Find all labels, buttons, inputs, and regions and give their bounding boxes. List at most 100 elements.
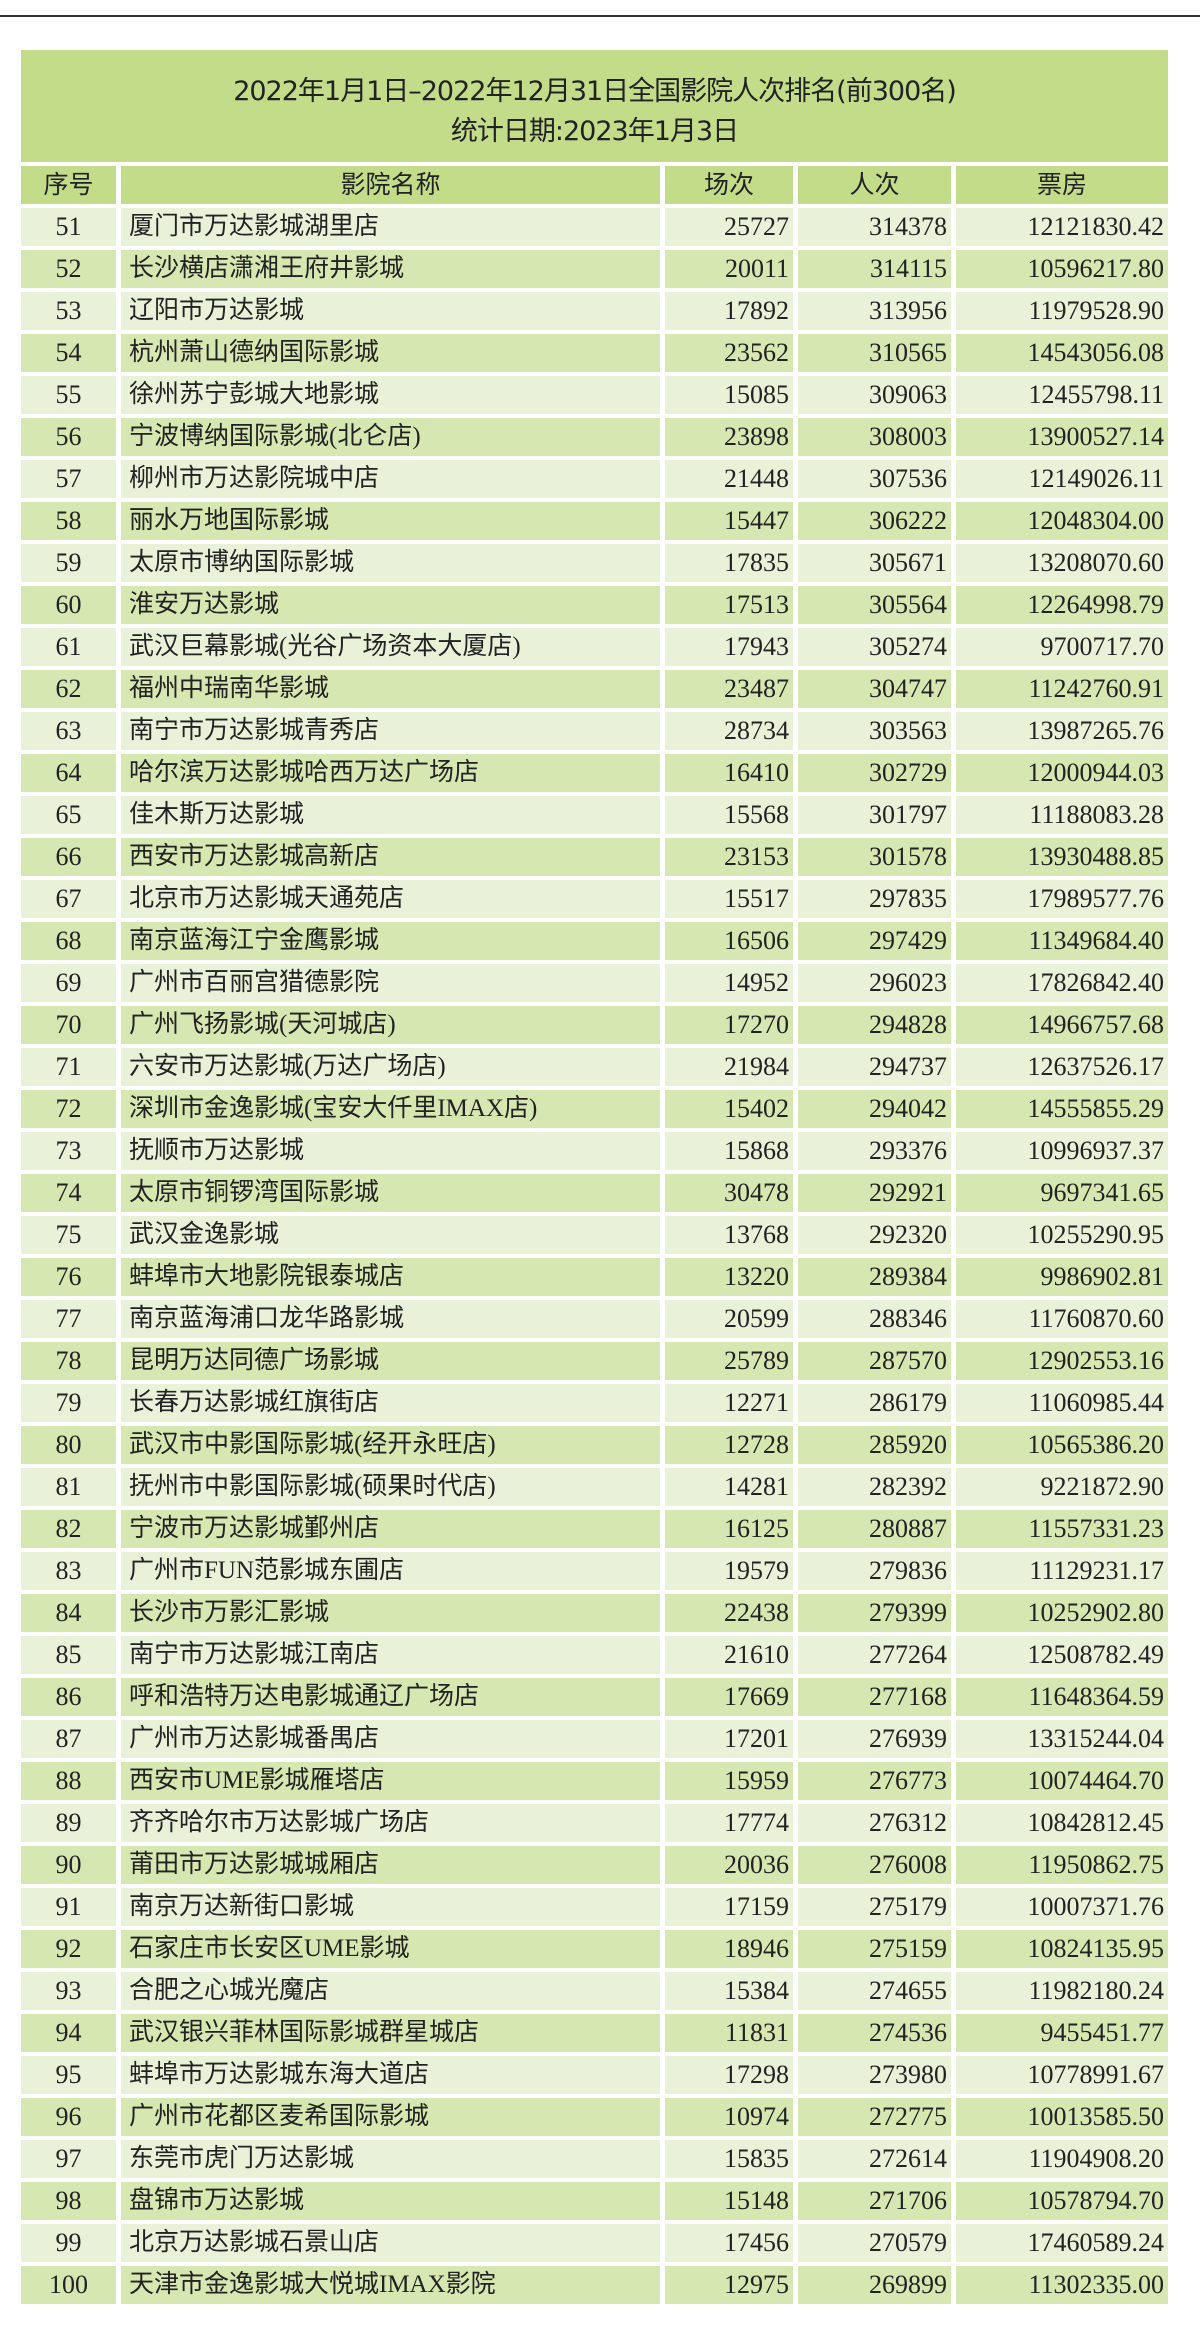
cell-box-office: 12508782.49: [956, 1636, 1168, 1674]
cell-screenings: 15085: [665, 376, 793, 414]
cell-cinema-name: 昆明万达同德广场影城: [121, 1342, 660, 1380]
cell-screenings: 21610: [665, 1636, 793, 1674]
table-subtitle: 统计日期:2023年1月3日: [450, 116, 739, 147]
cell-admissions: 292921: [798, 1174, 951, 1212]
cell-screenings: 21984: [665, 1048, 793, 1086]
cell-box-office: 14555855.29: [956, 1090, 1168, 1128]
cell-cinema-name: 哈尔滨万达影城哈西万达广场店: [121, 754, 660, 792]
cell-admissions: 314378: [798, 208, 951, 246]
cell-box-office: 10596217.80: [956, 250, 1168, 288]
cell-cinema-name: 丽水万地国际影城: [121, 502, 660, 540]
cell-cinema-name: 徐州苏宁彭城大地影城: [121, 376, 660, 414]
cell-box-office: 11557331.23: [956, 1510, 1168, 1548]
cell-rank: 79: [21, 1384, 116, 1422]
cell-box-office: 10996937.37: [956, 1132, 1168, 1170]
cell-cinema-name: 武汉金逸影城: [121, 1216, 660, 1254]
cell-screenings: 16410: [665, 754, 793, 792]
cell-cinema-name: 柳州市万达影院城中店: [121, 460, 660, 498]
cell-box-office: 14543056.08: [956, 334, 1168, 372]
cell-screenings: 12728: [665, 1426, 793, 1464]
cell-rank: 65: [21, 796, 116, 834]
cell-rank: 70: [21, 1006, 116, 1044]
table-row: 56 宁波博纳国际影城(北仑店) 23898 308003 13900527.14: [21, 418, 1168, 456]
cell-cinema-name: 东莞市虎门万达影城: [121, 2140, 660, 2178]
cell-admissions: 294737: [798, 1048, 951, 1086]
cell-box-office: 9697341.65: [956, 1174, 1168, 1212]
cell-rank: 92: [21, 1930, 116, 1968]
table-row: 98 盘锦市万达影城 15148 271706 10578794.70: [21, 2182, 1168, 2220]
cell-box-office: 13930488.85: [956, 838, 1168, 876]
cell-admissions: 297429: [798, 922, 951, 960]
cell-rank: 100: [21, 2266, 116, 2304]
cell-box-office: 11950862.75: [956, 1846, 1168, 1884]
cell-cinema-name: 南京万达新街口影城: [121, 1888, 660, 1926]
table-row: 58 丽水万地国际影城 15447 306222 12048304.00: [21, 502, 1168, 540]
cell-admissions: 314115: [798, 250, 951, 288]
cell-rank: 62: [21, 670, 116, 708]
cell-screenings: 21448: [665, 460, 793, 498]
table-row: 96 广州市花都区麦希国际影城 10974 272775 10013585.50: [21, 2098, 1168, 2136]
cell-rank: 54: [21, 334, 116, 372]
cell-cinema-name: 抚顺市万达影城: [121, 1132, 660, 1170]
cell-rank: 58: [21, 502, 116, 540]
table-row: 51 厦门市万达影城湖里店 25727 314378 12121830.42: [21, 208, 1168, 246]
cell-box-office: 11349684.40: [956, 922, 1168, 960]
cell-box-office: 13900527.14: [956, 418, 1168, 456]
cell-cinema-name: 宁波市万达影城鄞州店: [121, 1510, 660, 1548]
table-row: 53 辽阳市万达影城 17892 313956 11979528.90: [21, 292, 1168, 330]
cell-rank: 66: [21, 838, 116, 876]
cell-cinema-name: 抚州市中影国际影城(硕果时代店): [121, 1468, 660, 1506]
cell-screenings: 23487: [665, 670, 793, 708]
cell-screenings: 15835: [665, 2140, 793, 2178]
table-row: 85 南宁市万达影城江南店 21610 277264 12508782.49: [21, 1636, 1168, 1674]
cell-box-office: 11648364.59: [956, 1678, 1168, 1716]
cell-rank: 98: [21, 2182, 116, 2220]
table-row: 75 武汉金逸影城 13768 292320 10255290.95: [21, 1216, 1168, 1254]
table-row: 80 武汉市中影国际影城(经开永旺店) 12728 285920 10565386.20: [21, 1426, 1168, 1464]
cell-rank: 72: [21, 1090, 116, 1128]
cell-admissions: 289384: [798, 1258, 951, 1296]
table-header-row: 序号 影院名称 场次 人次 票房: [21, 166, 1168, 204]
table-row: 66 西安市万达影城高新店 23153 301578 13930488.85: [21, 838, 1168, 876]
cell-admissions: 297835: [798, 880, 951, 918]
table-row: 63 南宁市万达影城青秀店 28734 303563 13987265.76: [21, 712, 1168, 750]
cell-admissions: 279399: [798, 1594, 951, 1632]
cell-screenings: 23898: [665, 418, 793, 456]
cell-box-office: 12264998.79: [956, 586, 1168, 624]
cell-screenings: 15568: [665, 796, 793, 834]
cell-screenings: 20036: [665, 1846, 793, 1884]
cell-cinema-name: 长沙横店潇湘王府井影城: [121, 250, 660, 288]
cell-screenings: 19579: [665, 1552, 793, 1590]
cell-box-office: 12121830.42: [956, 208, 1168, 246]
cell-box-office: 9221872.90: [956, 1468, 1168, 1506]
cell-box-office: 13987265.76: [956, 712, 1168, 750]
cell-box-office: 10074464.70: [956, 1762, 1168, 1800]
cell-admissions: 294042: [798, 1090, 951, 1128]
cell-cinema-name: 合肥之心城光魔店: [121, 1972, 660, 2010]
cell-box-office: 12048304.00: [956, 502, 1168, 540]
table-title-box: 2022年1月1日–2022年12月31日全国影院人次排名(前300名) 统计日…: [21, 50, 1168, 162]
cell-box-office: 11242760.91: [956, 670, 1168, 708]
cell-screenings: 17835: [665, 544, 793, 582]
cell-screenings: 28734: [665, 712, 793, 750]
cell-box-office: 11060985.44: [956, 1384, 1168, 1422]
table-row: 92 石家庄市长安区UME影城 18946 275159 10824135.95: [21, 1930, 1168, 1968]
cell-box-office: 11188083.28: [956, 796, 1168, 834]
cell-screenings: 14952: [665, 964, 793, 1002]
cell-screenings: 23153: [665, 838, 793, 876]
table-row: 93 合肥之心城光魔店 15384 274655 11982180.24: [21, 1972, 1168, 2010]
cell-cinema-name: 西安市UME影城雁塔店: [121, 1762, 660, 1800]
cell-cinema-name: 蚌埠市万达影城东海大道店: [121, 2056, 660, 2094]
cell-rank: 61: [21, 628, 116, 666]
cell-admissions: 279836: [798, 1552, 951, 1590]
cell-rank: 94: [21, 2014, 116, 2052]
cell-cinema-name: 太原市铜锣湾国际影城: [121, 1174, 660, 1212]
cell-box-office: 10842812.45: [956, 1804, 1168, 1842]
cell-rank: 51: [21, 208, 116, 246]
cell-box-office: 11302335.00: [956, 2266, 1168, 2304]
table-row: 54 杭州萧山德纳国际影城 23562 310565 14543056.08: [21, 334, 1168, 372]
cell-admissions: 310565: [798, 334, 951, 372]
cell-box-office: 10578794.70: [956, 2182, 1168, 2220]
cell-box-office: 13208070.60: [956, 544, 1168, 582]
cell-cinema-name: 长沙市万影汇影城: [121, 1594, 660, 1632]
